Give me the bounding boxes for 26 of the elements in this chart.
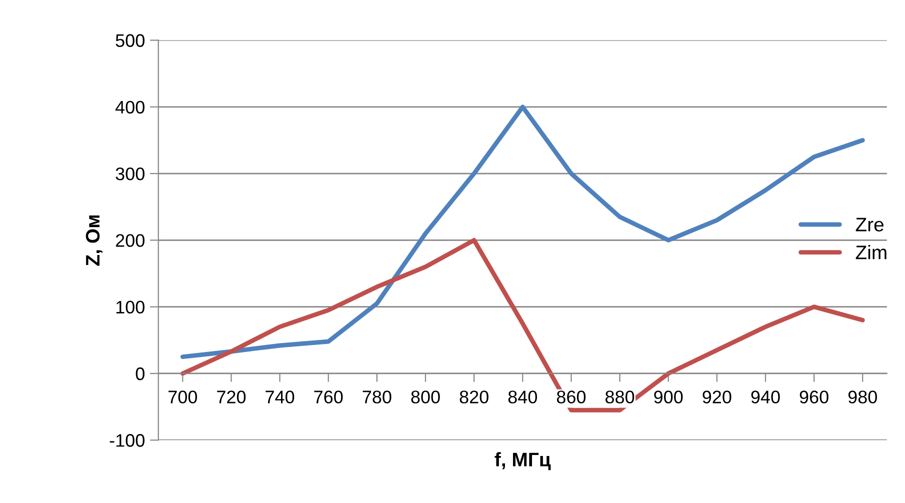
legend-label: Zre [856,218,884,232]
x-axis-title: f, МГц [494,452,551,470]
x-tick-label: 760 [314,390,343,404]
legend-label: Zim [856,245,886,260]
x-tick-label: 820 [460,390,488,404]
y-tick-label: 200 [116,234,144,247]
x-tick-label: 920 [702,390,732,404]
y-tick-label: 500 [116,34,144,47]
x-tick-label: 980 [848,390,877,404]
y-tick-label: -100 [110,434,144,447]
x-tick-label: 860 [556,390,586,404]
x-tick-label: 940 [751,390,780,404]
x-tick-label: 960 [800,390,828,404]
x-tick-label: 740 [266,390,294,404]
x-tick-label: 880 [606,390,634,404]
x-tick-label: 900 [654,390,683,404]
x-tick-label: 700 [168,390,198,404]
x-tick-label: 800 [411,390,440,404]
y-tick-label: 100 [116,300,144,314]
y-tick-label: 300 [116,167,144,180]
y-tick-label: 400 [115,100,144,114]
y-tick-label: 0 [136,367,144,380]
y-axis-title: Z, Ом [86,215,102,266]
x-tick-label: 780 [362,390,392,404]
x-tick-label: 840 [508,390,537,404]
x-tick-label: 720 [217,390,246,404]
